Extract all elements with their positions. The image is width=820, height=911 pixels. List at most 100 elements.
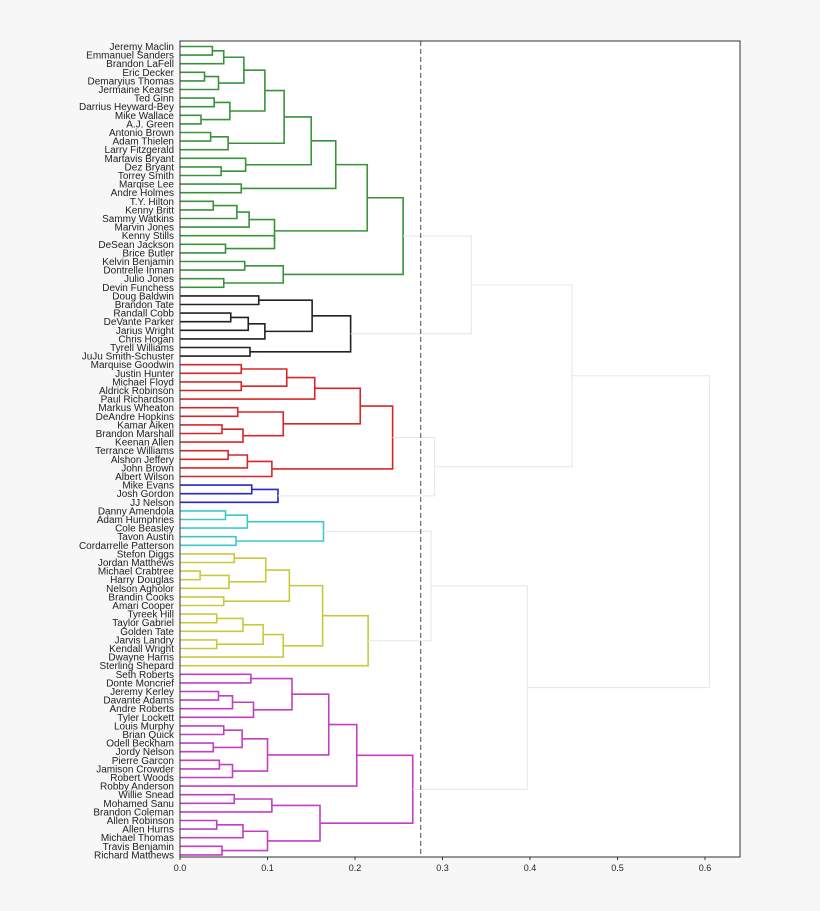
leaf-label: Brian Quick xyxy=(122,730,175,741)
leaf-label: Mike Evans xyxy=(122,481,174,492)
leaf-label: Amari Cooper xyxy=(112,601,174,612)
leaf-label: Louis Murphy xyxy=(114,721,174,732)
leaf-label: Darrius Heyward-Bey xyxy=(79,102,174,113)
x-tick-label: 0.1 xyxy=(261,863,274,873)
leaf-label: Pierre Garcon xyxy=(112,756,174,767)
link-m23 xyxy=(249,218,276,243)
leaf-label: Robert Woods xyxy=(110,773,174,784)
leaf-label: JJ Nelson xyxy=(130,498,174,509)
leaf-label: Odell Beckham xyxy=(106,739,174,750)
leaf-label: Donte Moncrief xyxy=(106,678,174,689)
leaf-label: A.J. Green xyxy=(126,119,174,130)
leaf-label: Terrance Williams xyxy=(95,446,174,457)
leaf-label: Robby Anderson xyxy=(100,782,174,793)
leaf-label: Danny Amendola xyxy=(98,506,175,517)
leaf-label: Dontrelle Inman xyxy=(103,266,174,277)
x-tick-label: 0.4 xyxy=(524,863,537,873)
leaf-label: Brandon LaFell xyxy=(106,59,174,70)
leaf-label: Michael Floyd xyxy=(112,377,174,388)
leaf-label: Dez Bryant xyxy=(125,162,175,173)
leaf-label: Mike Wallace xyxy=(115,111,175,122)
leaf-label: Albert Wilson xyxy=(115,472,174,483)
leaf-label: Seth Roberts xyxy=(116,670,174,681)
x-tick-label: 0.2 xyxy=(349,863,362,873)
leaf-label: Michael Thomas xyxy=(101,833,174,844)
leaf-label: Jermaine Kearse xyxy=(98,85,174,96)
leaf-label: Larry Fitzgerald xyxy=(105,145,174,156)
leaf-label: Jarius Wright xyxy=(116,326,174,337)
leaf-label: Kendall Wright xyxy=(109,644,174,655)
leaf-label: Cole Beasley xyxy=(115,524,174,535)
leaf-label: DeSean Jackson xyxy=(98,240,174,251)
leaf-label: Brandon Coleman xyxy=(93,807,174,818)
leaf-label: Andre Roberts xyxy=(110,704,174,715)
leaf-label: Jamison Crowder xyxy=(96,764,174,775)
leaf-label: Brandon Marshall xyxy=(96,429,174,440)
leaf-label: Antonio Brown xyxy=(109,128,174,139)
leaf-label: Keenan Allen xyxy=(115,438,174,449)
leaf-label: Brandin Cooks xyxy=(108,592,174,603)
leaf-label: Sterling Shepard xyxy=(100,661,175,672)
x-tick-label: 0.5 xyxy=(611,863,624,873)
leaf-label: Jeremy Kerley xyxy=(110,687,174,698)
leaf-label: Kenny Britt xyxy=(125,205,174,216)
leaf-label: T.Y. Hilton xyxy=(130,197,174,208)
leaf-label: Taylor Gabriel xyxy=(112,618,174,629)
leaf-label: Eric Decker xyxy=(122,68,174,79)
link-m94 xyxy=(527,375,710,689)
leaf-label: Willie Snead xyxy=(118,790,174,801)
leaf-label: Dwayne Harris xyxy=(108,653,174,664)
leaf-label: Davante Adams xyxy=(103,696,174,707)
leaf-label: Jeremy Maclin xyxy=(110,42,174,53)
leaf-label: Jordy Nelson xyxy=(116,747,174,758)
leaf-label: Martavis Bryant xyxy=(105,154,175,165)
leaf-label: Aldrick Robinson xyxy=(99,386,174,397)
leaf-label: Jordan Matthews xyxy=(98,558,174,569)
leaf-label: Richard Matthews xyxy=(94,850,174,861)
leaf-label: Demaryius Thomas xyxy=(87,76,174,87)
x-tick-label: 0.6 xyxy=(699,863,712,873)
leaf-label: Michael Crabtree xyxy=(98,567,175,578)
leaf-label: Chris Hogan xyxy=(118,334,174,345)
leaf-label: Jarvis Landry xyxy=(115,635,174,646)
x-tick-label: 0.3 xyxy=(436,863,449,873)
leaf-label: Tyreek Hill xyxy=(127,610,174,621)
leaf-label: Adam Humphries xyxy=(97,515,174,526)
leaf-label: Marvin Jones xyxy=(115,223,174,234)
leaf-label: Tyrell Williams xyxy=(110,343,174,354)
leaf-label: Kamar Aiken xyxy=(117,420,174,431)
leaf-label: Ted Ginn xyxy=(134,94,174,105)
leaf-label: Mohamed Sanu xyxy=(103,799,174,810)
leaf-label: Julio Jones xyxy=(124,274,174,285)
leaf-label: Stefon Diggs xyxy=(117,549,174,560)
leaf-label: Torrey Smith xyxy=(118,171,174,182)
leaf-label: Adam Thielen xyxy=(112,137,174,148)
dendrogram-links xyxy=(180,45,710,856)
x-tick-label: 0.0 xyxy=(174,863,187,873)
leaf-label: Justin Hunter xyxy=(115,369,175,380)
leaf-label: Cordarrelle Patterson xyxy=(79,541,174,552)
leaf-label: Harry Douglas xyxy=(110,575,174,586)
plot-frame xyxy=(179,40,741,858)
leaf-label: Tyler Lockett xyxy=(117,713,174,724)
leaf-label: Josh Gordon xyxy=(117,489,174,500)
leaf-label: Travis Benjamin xyxy=(103,842,174,853)
leaf-label: Doug Baldwin xyxy=(112,291,174,302)
leaf-label: Kelvin Benjamin xyxy=(102,257,174,268)
leaf-label: Brandon Tate xyxy=(115,300,175,311)
leaf-label: Markus Wheaton xyxy=(98,403,174,414)
leaf-label: Paul Richardson xyxy=(101,395,174,406)
leaf-label: Tavon Austin xyxy=(117,532,174,543)
leaf-label: Marqise Lee xyxy=(119,180,174,191)
leaf-label: Andre Holmes xyxy=(111,188,174,199)
x-axis-ticks: 0.0 0.1 0.2 0.3 0.4 0.5 0.6 xyxy=(174,857,712,873)
leaf-label: Emmanuel Sanders xyxy=(86,51,174,62)
leaf-label: DeAndre Hopkins xyxy=(96,412,174,423)
leaf-label: Devin Funchess xyxy=(102,283,174,294)
leaf-label: Randall Cobb xyxy=(113,309,174,320)
leaf-label: Nelson Agholor xyxy=(106,584,174,595)
plot-area xyxy=(180,41,740,857)
leaf-label: Allen Robinson xyxy=(107,816,174,827)
